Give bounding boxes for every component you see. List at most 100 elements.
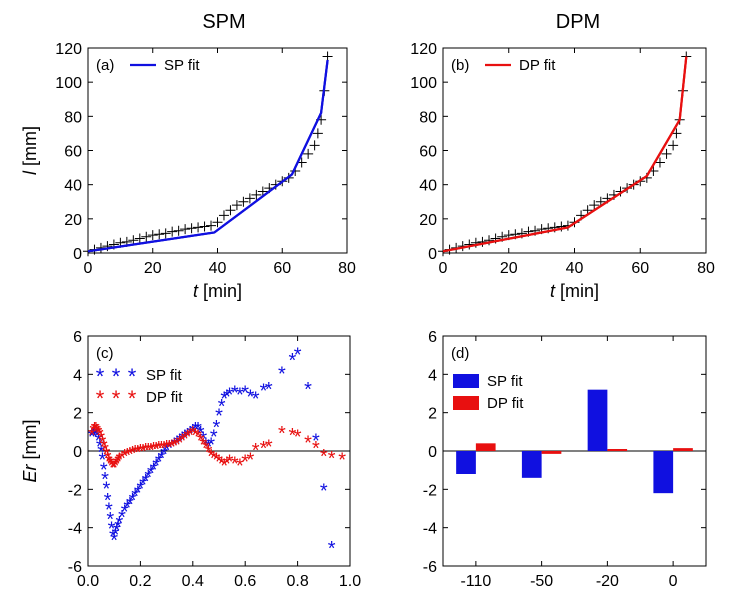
y-axis-label: l [mm] bbox=[20, 126, 40, 175]
legend-label: SP fit bbox=[146, 367, 182, 384]
legend-swatch bbox=[453, 396, 479, 410]
y-tick-label: 40 bbox=[419, 178, 437, 195]
data-point: * bbox=[278, 363, 286, 385]
y-tick-label: 60 bbox=[419, 144, 437, 161]
data-point: * bbox=[265, 379, 273, 401]
series-line bbox=[88, 60, 328, 251]
y-tick-label: 80 bbox=[64, 109, 82, 126]
bar-dp bbox=[476, 443, 496, 451]
data-marker bbox=[668, 140, 678, 150]
x-axis-label-unit: [min] bbox=[198, 281, 242, 301]
data-point: * bbox=[320, 480, 328, 502]
x-tick-label: -50 bbox=[530, 573, 553, 590]
x-tick-label: 0 bbox=[439, 260, 448, 277]
data-marker bbox=[219, 210, 229, 220]
x-tick-label: 80 bbox=[697, 260, 715, 277]
y-tick-label: 120 bbox=[410, 41, 437, 58]
x-tick-label: 0.4 bbox=[182, 573, 204, 590]
data-point: * bbox=[304, 432, 312, 454]
y-tick-label: 40 bbox=[64, 178, 82, 195]
data-marker bbox=[167, 227, 177, 237]
y-tick-label: 80 bbox=[419, 109, 437, 126]
legend-marker: * bbox=[128, 386, 137, 411]
x-tick-label: 60 bbox=[273, 260, 291, 277]
legend-label: DP fit bbox=[487, 395, 524, 412]
y-tick-label: 4 bbox=[73, 367, 82, 384]
x-tick-label: 40 bbox=[566, 260, 584, 277]
x-tick-label: 0.8 bbox=[286, 573, 308, 590]
y-tick-label: -4 bbox=[68, 521, 82, 538]
y-tick-label: 0 bbox=[428, 444, 437, 461]
x-tick-label: 60 bbox=[631, 260, 649, 277]
data-point: * bbox=[320, 446, 328, 468]
panel-label: (a) bbox=[96, 57, 114, 74]
x-tick-label: 0.6 bbox=[234, 573, 256, 590]
data-marker bbox=[180, 224, 190, 234]
y-tick-label: -4 bbox=[423, 521, 437, 538]
data-point: * bbox=[328, 538, 336, 560]
x-tick-label: 20 bbox=[144, 260, 162, 277]
y-axis-label-var: Er bbox=[20, 463, 40, 482]
data-marker bbox=[310, 140, 320, 150]
legend-swatch bbox=[453, 374, 479, 388]
panel-label: (c) bbox=[96, 345, 114, 362]
legend-label: SP fit bbox=[487, 373, 523, 390]
series-line bbox=[443, 57, 686, 252]
data-point: * bbox=[252, 440, 260, 462]
x-tick-label: 0 bbox=[84, 260, 93, 277]
x-tick-label: 0.2 bbox=[129, 573, 151, 590]
data-marker bbox=[141, 232, 151, 242]
y-tick-label: -2 bbox=[423, 482, 437, 499]
x-tick-label: 40 bbox=[209, 260, 227, 277]
x-tick-label: 0 bbox=[669, 573, 678, 590]
bar-sp bbox=[456, 451, 476, 474]
data-marker bbox=[193, 222, 203, 232]
y-tick-label: 6 bbox=[73, 329, 82, 346]
panel-d: -6-4-20246-110-50-200(d)SP fitDP fithsur… bbox=[423, 329, 706, 596]
x-tick-label: -110 bbox=[460, 573, 491, 590]
y-tick-label: 20 bbox=[64, 212, 82, 229]
y-tick-label: 120 bbox=[55, 41, 82, 58]
y-tick-label: 2 bbox=[73, 406, 82, 423]
y-tick-label: 0 bbox=[73, 444, 82, 461]
data-point: * bbox=[294, 427, 302, 449]
data-point: * bbox=[278, 423, 286, 445]
y-axis-label-unit: [mm] bbox=[20, 420, 40, 465]
y-tick-label: 0 bbox=[428, 246, 437, 263]
data-marker bbox=[148, 230, 158, 240]
y-tick-label: 0 bbox=[73, 246, 82, 263]
data-marker bbox=[313, 128, 323, 138]
data-marker bbox=[174, 226, 184, 236]
bar-sp bbox=[588, 390, 608, 451]
y-tick-label: 4 bbox=[428, 367, 437, 384]
y-tick-label: -2 bbox=[68, 482, 82, 499]
panel-label: (d) bbox=[451, 345, 469, 362]
y-tick-label: 20 bbox=[419, 212, 437, 229]
series-line-overlay bbox=[443, 57, 686, 252]
data-point: * bbox=[312, 438, 320, 460]
data-point: * bbox=[328, 448, 336, 470]
x-tick-label: 1.0 bbox=[339, 573, 361, 590]
data-marker bbox=[187, 223, 197, 233]
bar-dp bbox=[542, 451, 562, 454]
column-title-dpm: DPM bbox=[556, 11, 600, 33]
bar-sp bbox=[653, 451, 673, 493]
bar-dp bbox=[607, 449, 627, 451]
data-marker bbox=[200, 222, 210, 232]
data-point: * bbox=[252, 388, 260, 410]
data-marker bbox=[225, 205, 235, 215]
data-point: * bbox=[338, 450, 346, 472]
x-axis-label: t [min] bbox=[550, 281, 599, 301]
data-marker bbox=[161, 228, 171, 238]
x-axis-label-unit: [min] bbox=[555, 281, 599, 301]
legend-marker: * bbox=[96, 386, 105, 411]
x-tick-label: -20 bbox=[596, 573, 619, 590]
column-title-spm: SPM bbox=[202, 11, 245, 33]
data-marker bbox=[303, 149, 313, 159]
data-point: * bbox=[304, 379, 312, 401]
data-point: * bbox=[294, 344, 302, 366]
data-marker bbox=[154, 229, 164, 239]
data-point: * bbox=[265, 436, 273, 458]
series-line-overlay bbox=[88, 60, 328, 251]
y-axis-label-unit: [mm] bbox=[20, 126, 40, 171]
